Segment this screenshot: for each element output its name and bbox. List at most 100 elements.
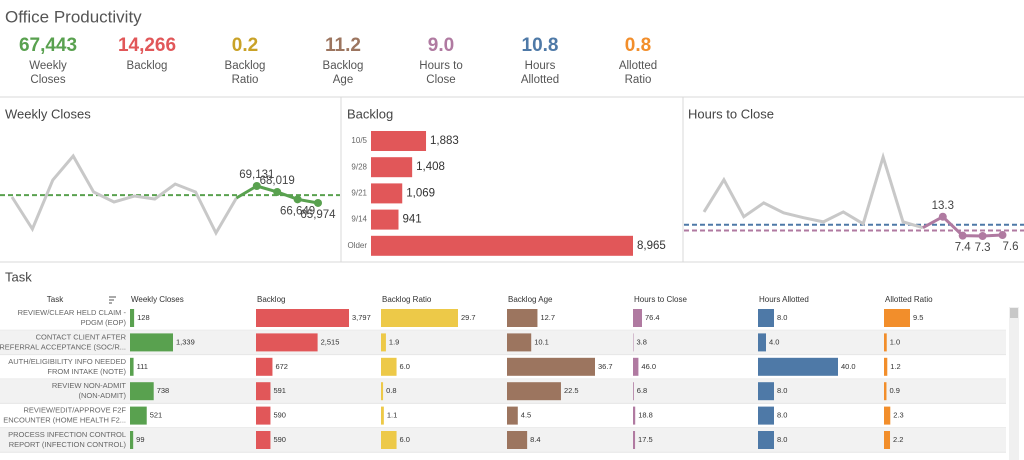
bar xyxy=(884,406,891,425)
column-header: Allotted Ratio xyxy=(885,295,933,304)
data-label: 4.0 xyxy=(769,337,779,346)
kpi-label: Ratio xyxy=(625,74,652,86)
kpi-value: 0.8 xyxy=(625,35,651,56)
task-label: REVIEW/EDIT/APPROVE F2F xyxy=(23,406,126,415)
bar xyxy=(130,333,173,352)
bar xyxy=(884,357,888,376)
data-label: 1.9 xyxy=(389,337,399,346)
bar xyxy=(507,333,532,352)
data-label: 46.0 xyxy=(641,362,656,371)
data-label: 1.2 xyxy=(890,362,900,371)
data-label: 3.8 xyxy=(636,337,646,346)
data-label: 2.3 xyxy=(893,411,903,420)
kpi-value: 9.0 xyxy=(428,35,454,56)
table-title: Task xyxy=(5,269,32,284)
data-label: 6.8 xyxy=(637,386,647,395)
data-label: 128 xyxy=(137,313,150,322)
kpi-label: Age xyxy=(333,74,353,86)
column-header: Hours to Close xyxy=(634,295,687,304)
task-label: REFERRAL ACCEPTANCE (SOC/R... xyxy=(0,342,126,351)
category-label: 10/5 xyxy=(351,136,367,145)
bar xyxy=(130,431,134,449)
bar xyxy=(256,357,273,376)
scrollbar[interactable] xyxy=(1009,307,1019,460)
data-label: 738 xyxy=(157,386,170,395)
bar xyxy=(884,431,891,449)
point xyxy=(314,198,322,207)
data-label: 65,974 xyxy=(300,209,336,221)
scrollbar-thumb[interactable] xyxy=(1010,308,1018,318)
data-label: 1,069 xyxy=(406,187,435,199)
data-label: 0.8 xyxy=(386,386,396,395)
bar xyxy=(633,431,636,449)
data-label: 590 xyxy=(273,411,286,420)
data-label: 68,019 xyxy=(260,175,295,187)
category-label: Older xyxy=(347,241,367,250)
bar xyxy=(371,183,403,204)
data-label: 76.4 xyxy=(645,313,660,322)
data-label: 7.3 xyxy=(975,242,991,254)
data-label: 1,339 xyxy=(176,337,195,346)
data-label: 8.4 xyxy=(530,435,540,444)
bar xyxy=(381,357,397,376)
column-header: Hours Allotted xyxy=(759,295,809,304)
point xyxy=(958,231,967,240)
bar xyxy=(130,309,135,327)
data-label: 941 xyxy=(403,214,422,226)
kpi-label: Backlog xyxy=(323,60,364,72)
task-label: ENCOUNTER (HOME HEALTH F2... xyxy=(3,416,126,425)
kpi-label: Allotted xyxy=(521,74,559,86)
data-label: 8.0 xyxy=(777,435,787,444)
task-label: REVIEW NON-ADMIT xyxy=(52,381,127,390)
column-header: Backlog Ratio xyxy=(382,295,432,304)
kpi-label: Hours to xyxy=(419,60,462,72)
bar xyxy=(758,357,838,376)
data-label: 18.8 xyxy=(638,411,653,420)
bar xyxy=(507,357,595,376)
panel-title: Backlog xyxy=(347,106,393,121)
bar xyxy=(758,333,766,352)
line xyxy=(10,153,238,237)
data-label: 7.6 xyxy=(1003,241,1019,253)
task-label: CONTACT CLIENT AFTER xyxy=(36,332,127,341)
data-label: 6.0 xyxy=(400,362,410,371)
data-label: 2,515 xyxy=(321,337,340,346)
data-label: 66,649 xyxy=(280,205,315,217)
bar xyxy=(381,382,384,401)
row-band xyxy=(0,428,1006,453)
bar xyxy=(256,431,271,449)
task-label: PROCESS INFECTION CONTROL xyxy=(8,430,126,439)
kpi-label: Ratio xyxy=(232,74,259,86)
task-label: FROM INTAKE (NOTE) xyxy=(47,367,126,376)
line xyxy=(702,151,924,230)
task-label: PDGM (EOP) xyxy=(81,318,127,327)
kpi-label: Backlog xyxy=(127,60,168,72)
data-label: 99 xyxy=(136,435,144,444)
data-label: 29.7 xyxy=(461,313,476,322)
bar xyxy=(758,406,774,425)
bar xyxy=(507,382,561,401)
kpi-value: 10.8 xyxy=(522,35,559,56)
bar xyxy=(507,431,528,449)
data-label: 22.5 xyxy=(564,386,579,395)
point xyxy=(978,232,987,240)
point xyxy=(293,195,302,204)
sort-icon[interactable] xyxy=(109,296,116,304)
point xyxy=(938,212,947,221)
data-label: 1,883 xyxy=(430,135,459,147)
bar xyxy=(758,309,774,327)
bar xyxy=(884,309,910,327)
bar xyxy=(381,309,458,327)
data-label: 3,797 xyxy=(352,313,371,322)
point xyxy=(998,231,1007,240)
bar xyxy=(884,382,887,401)
data-label: 8.0 xyxy=(777,386,787,395)
data-label: 8,965 xyxy=(637,240,666,252)
data-label: 591 xyxy=(273,386,286,395)
data-label: 672 xyxy=(275,362,288,371)
data-label: 10.1 xyxy=(534,337,549,346)
bar xyxy=(633,357,639,376)
bar xyxy=(256,406,271,425)
data-label: 36.7 xyxy=(598,362,613,371)
